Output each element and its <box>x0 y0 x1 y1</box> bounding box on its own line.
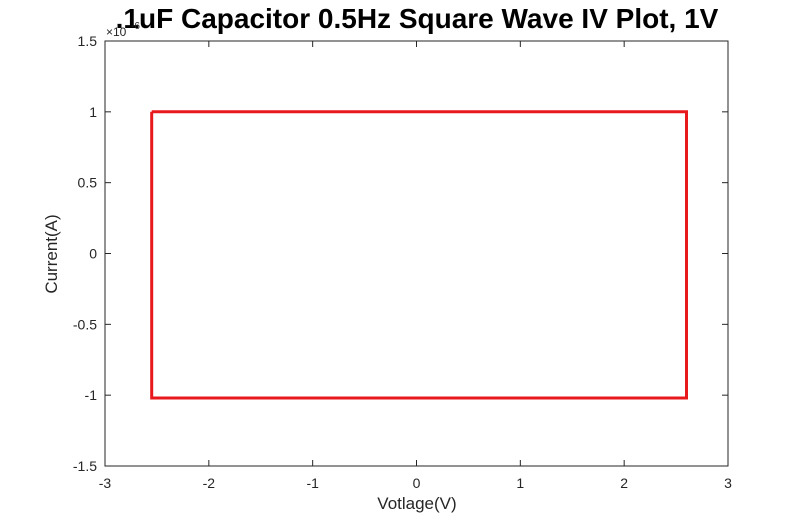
x-tick-label: 1 <box>516 475 524 491</box>
y-tick-label: 1.5 <box>78 33 98 49</box>
y-multiplier-base: ×10 <box>106 25 127 39</box>
y-tick-label: -1 <box>85 387 98 403</box>
x-tick-label: 3 <box>724 475 732 491</box>
y-tick-label: -0.5 <box>73 316 97 332</box>
y-axis-label: Current(A) <box>42 214 61 293</box>
plot-area <box>104 40 729 467</box>
series-line <box>150 110 688 400</box>
x-tick-label: 0 <box>413 475 421 491</box>
x-tick-label: -3 <box>99 475 112 491</box>
y-tick-label: 0 <box>89 246 97 262</box>
y-tick-label: 0.5 <box>78 175 98 191</box>
x-tick-label: -2 <box>203 475 216 491</box>
y-axis-ticks: -1.5 -1 -0.5 0 0.5 1 1.5 <box>73 33 728 474</box>
y-multiplier: ×10 -6 <box>106 21 140 39</box>
x-axis-ticks: -3 -2 -1 0 1 2 3 <box>99 41 732 491</box>
series-layer <box>150 110 688 400</box>
x-axis-label: Votlage(V) <box>377 494 456 513</box>
y-multiplier-exponent: -6 <box>131 21 140 32</box>
x-tick-label: -1 <box>306 475 319 491</box>
x-tick-label: 2 <box>620 475 628 491</box>
chart-title: .1uF Capacitor 0.5Hz Square Wave IV Plot… <box>116 3 719 34</box>
y-tick-label: -1.5 <box>73 458 97 474</box>
y-tick-label: 1 <box>89 104 97 120</box>
